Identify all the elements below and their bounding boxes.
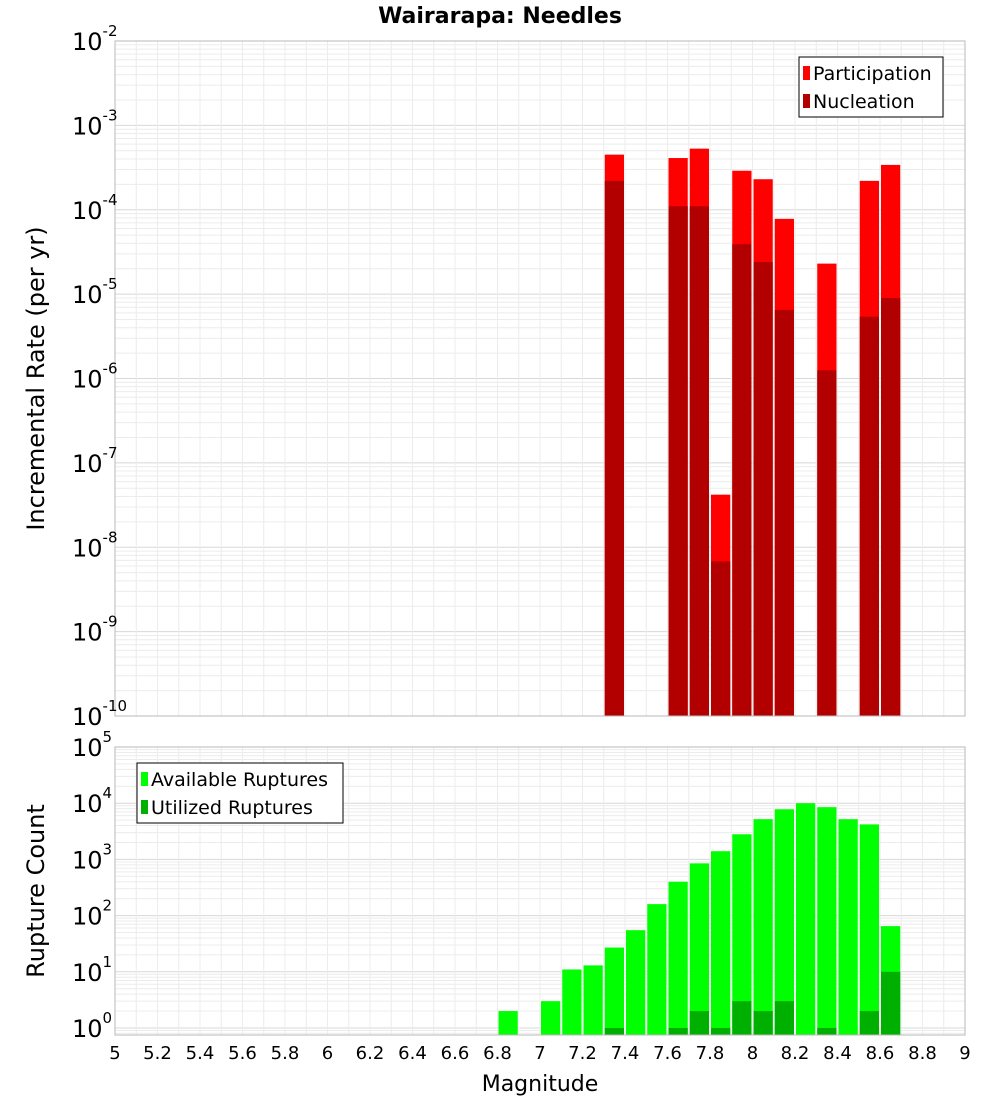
x-tick-label: 7 — [534, 1043, 545, 1064]
legend-label: Nucleation — [813, 91, 915, 113]
y-tick-label: 10-9 — [72, 613, 118, 647]
x-tick-label: 6.8 — [483, 1043, 512, 1064]
panel-bottom: 100 101 102 103 104 105 Rupture Count Available… — [22, 728, 971, 1064]
bar-utilized-ruptures — [732, 1001, 752, 1035]
x-tick-label: 8.6 — [866, 1043, 895, 1064]
x-tick-label: 5.2 — [143, 1043, 172, 1064]
x-tick-label: 7.2 — [568, 1043, 597, 1064]
bar-nucleation — [604, 180, 624, 716]
x-tick-label: 8.2 — [781, 1043, 810, 1064]
bar-available-ruptures — [689, 863, 709, 1035]
bar-available-ruptures — [583, 965, 603, 1035]
bar-utilized-ruptures — [604, 1027, 624, 1035]
bar-nucleation — [711, 561, 731, 716]
bar-available-ruptures — [817, 807, 837, 1035]
bar-available-ruptures — [753, 819, 773, 1035]
x-tick-label: 7.8 — [696, 1043, 725, 1064]
y-tick-label: 102 — [72, 897, 112, 931]
bar-utilized-ruptures — [668, 1027, 688, 1035]
bar-available-ruptures — [838, 819, 858, 1035]
y-tick-label: 10-2 — [72, 22, 118, 56]
bar-nucleation — [774, 309, 794, 716]
bar-available-ruptures — [796, 803, 816, 1035]
y-tick-label: 105 — [72, 728, 112, 762]
legend-swatch — [141, 800, 148, 814]
legend-label: Participation — [813, 63, 932, 85]
bar-available-ruptures — [732, 834, 752, 1035]
bar-nucleation — [668, 206, 688, 716]
x-axis-label: Magnitude — [482, 1072, 599, 1097]
x-tick-label: 8.8 — [908, 1043, 937, 1064]
x-tick-label: 6.2 — [356, 1043, 385, 1064]
bar-available-ruptures — [774, 809, 794, 1035]
legend-swatch — [803, 94, 810, 108]
bar-utilized-ruptures — [859, 1011, 879, 1035]
bar-available-ruptures — [541, 1001, 561, 1035]
legend-swatch — [141, 772, 148, 786]
bar-utilized-ruptures — [881, 971, 901, 1035]
x-tick-label: 5 — [109, 1043, 120, 1064]
y-tick-label: 10-6 — [72, 360, 118, 394]
plot-frame-top — [114, 40, 966, 717]
y-tick-label: 10-10 — [72, 697, 127, 731]
bar-available-ruptures — [498, 1011, 518, 1035]
y-tick-label: 10-4 — [72, 191, 118, 225]
bar-nucleation — [859, 316, 879, 716]
x-tick-label: 7.4 — [611, 1043, 640, 1064]
y-tick-label: 10-3 — [72, 106, 118, 140]
y-tick-label: 104 — [72, 784, 112, 818]
y-axis-label-top: Incremental Rate (per yr) — [22, 226, 50, 530]
x-tick-label: 5.4 — [186, 1043, 215, 1064]
bar-nucleation — [689, 206, 709, 716]
legend-box-bottom — [136, 762, 344, 824]
bar-nucleation — [732, 244, 752, 717]
bar-utilized-ruptures — [753, 1011, 773, 1035]
y-tick-label: 10-8 — [72, 528, 118, 562]
y-tick-label: 100 — [72, 1009, 112, 1043]
bar-available-ruptures — [859, 824, 879, 1035]
x-tick-label: 7.6 — [653, 1043, 682, 1064]
legend-box-top — [798, 56, 944, 118]
bar-nucleation — [817, 370, 837, 716]
bar-nucleation — [753, 262, 773, 716]
bar-utilized-ruptures — [711, 1027, 731, 1035]
x-tick-label: 5.8 — [271, 1043, 300, 1064]
bar-available-ruptures — [562, 969, 582, 1035]
bar-utilized-ruptures — [689, 1011, 709, 1035]
bar-available-ruptures — [668, 881, 688, 1035]
legend-swatch — [803, 66, 810, 80]
chart-title: Wairarapa: Needles — [378, 4, 622, 29]
plot-frame-bottom — [114, 746, 966, 1036]
x-tick-label: 6.6 — [441, 1043, 470, 1064]
y-tick-label: 10-5 — [72, 275, 118, 309]
y-tick-label: 103 — [72, 840, 112, 874]
bar-available-ruptures — [626, 930, 646, 1035]
x-tick-label: 9 — [959, 1043, 970, 1064]
x-tick-label: 8 — [747, 1043, 758, 1064]
legend-label: Available Ruptures — [151, 769, 328, 791]
x-tick-label: 6 — [322, 1043, 333, 1064]
bar-available-ruptures — [711, 851, 731, 1035]
x-tick-label: 5.6 — [228, 1043, 257, 1064]
bar-available-ruptures — [604, 947, 624, 1035]
bar-available-ruptures — [647, 904, 667, 1035]
bar-utilized-ruptures — [774, 1001, 794, 1035]
y-axis-label-bottom: Rupture Count — [22, 804, 50, 978]
bar-utilized-ruptures — [817, 1027, 837, 1035]
legend-label: Utilized Ruptures — [151, 797, 313, 819]
y-tick-label: 101 — [72, 953, 112, 987]
x-tick-label: 8.4 — [823, 1043, 852, 1064]
x-tick-label: 6.4 — [398, 1043, 427, 1064]
panel-top: 10-10 10-9 10-8 10-7 10-6 10-5 10-4 10-3 10-2 Inc… — [22, 22, 966, 731]
y-tick-label: 10-7 — [72, 444, 118, 478]
bar-nucleation — [881, 297, 901, 716]
